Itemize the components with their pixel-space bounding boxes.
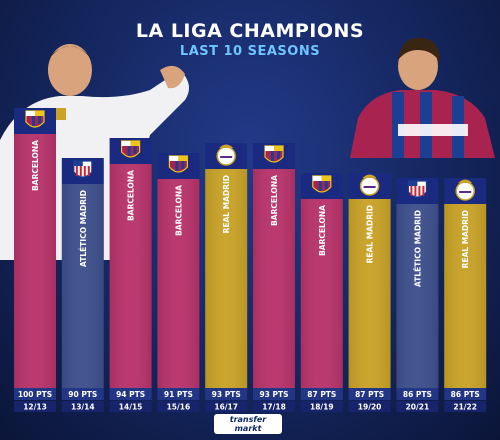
bar-group: REAL MADRID 87 PTS 19/20 <box>348 173 391 412</box>
points-label: 93 PTS <box>259 390 288 399</box>
champion-label: BARCELONA <box>174 185 183 236</box>
chart-subtitle: LAST 10 SEASONS <box>179 44 321 59</box>
chart-title: LA LIGA CHAMPIONS <box>135 20 365 42</box>
bar-group: REAL MADRID 93 PTS 16/17 <box>205 143 248 412</box>
season-tick-label: 17/18 <box>262 403 286 412</box>
points-label: 100 PTS <box>18 390 52 399</box>
atletico-crest-icon <box>407 180 427 198</box>
barcelona-crest-icon <box>312 175 332 193</box>
season-tick-label: 21/22 <box>453 403 477 412</box>
bar-group: BARCELONA 91 PTS 15/16 <box>157 153 200 412</box>
bar-group: BARCELONA 94 PTS 14/15 <box>109 138 152 412</box>
barcelona-crest-icon <box>121 140 141 158</box>
points-label: 94 PTS <box>116 390 145 399</box>
champion-label: BARCELONA <box>318 205 327 256</box>
barcelona-crest-icon <box>168 155 188 173</box>
points-label: 86 PTS <box>403 390 432 399</box>
champion-label: REAL MADRID <box>366 205 375 263</box>
player-right-image <box>350 37 495 158</box>
points-label: 87 PTS <box>307 390 336 399</box>
season-tick-label: 20/21 <box>406 403 430 412</box>
champion-label: BARCELONA <box>270 175 279 226</box>
transfermarkt-logo: transfer markt <box>214 414 282 434</box>
season-tick-label: 15/16 <box>167 403 191 412</box>
real-madrid-crest-icon <box>359 174 380 196</box>
bar-group: BARCELONA 87 PTS 18/19 <box>300 173 343 412</box>
bar-group: BARCELONA 100 PTS 12/13 <box>14 108 56 412</box>
points-label: 90 PTS <box>68 390 97 399</box>
bar-group: BARCELONA 93 PTS 17/18 <box>253 143 295 412</box>
champion-label: BARCELONA <box>127 170 136 221</box>
atletico-crest-icon <box>73 160 93 178</box>
champion-label: ATLÉTICO MADRID <box>413 210 422 287</box>
barcelona-crest-icon <box>25 110 45 128</box>
season-tick-label: 14/15 <box>119 403 143 412</box>
barcelona-crest-icon <box>264 145 284 163</box>
points-label: 93 PTS <box>212 390 241 399</box>
real-madrid-crest-icon <box>455 179 475 201</box>
bar-group: REAL MADRID 86 PTS 21/22 <box>444 178 487 412</box>
season-tick-label: 19/20 <box>358 403 382 412</box>
champion-label: BARCELONA <box>31 140 40 191</box>
season-tick-label: 12/13 <box>23 403 47 412</box>
season-tick-label: 13/14 <box>71 403 95 412</box>
season-tick-label: 16/17 <box>214 403 238 412</box>
real-madrid-crest-icon <box>216 144 236 166</box>
points-label: 87 PTS <box>355 390 384 399</box>
season-tick-label: 18/19 <box>310 403 334 412</box>
bar-group: ATLÉTICO MADRID 90 PTS 13/14 <box>61 158 104 412</box>
points-label: 86 PTS <box>451 390 480 399</box>
champion-label: ATLÉTICO MADRID <box>79 190 88 267</box>
bar-group: ATLÉTICO MADRID 86 PTS 20/21 <box>396 178 439 412</box>
champion-label: REAL MADRID <box>461 210 470 268</box>
champion-label: REAL MADRID <box>222 175 231 233</box>
points-label: 91 PTS <box>164 390 193 399</box>
